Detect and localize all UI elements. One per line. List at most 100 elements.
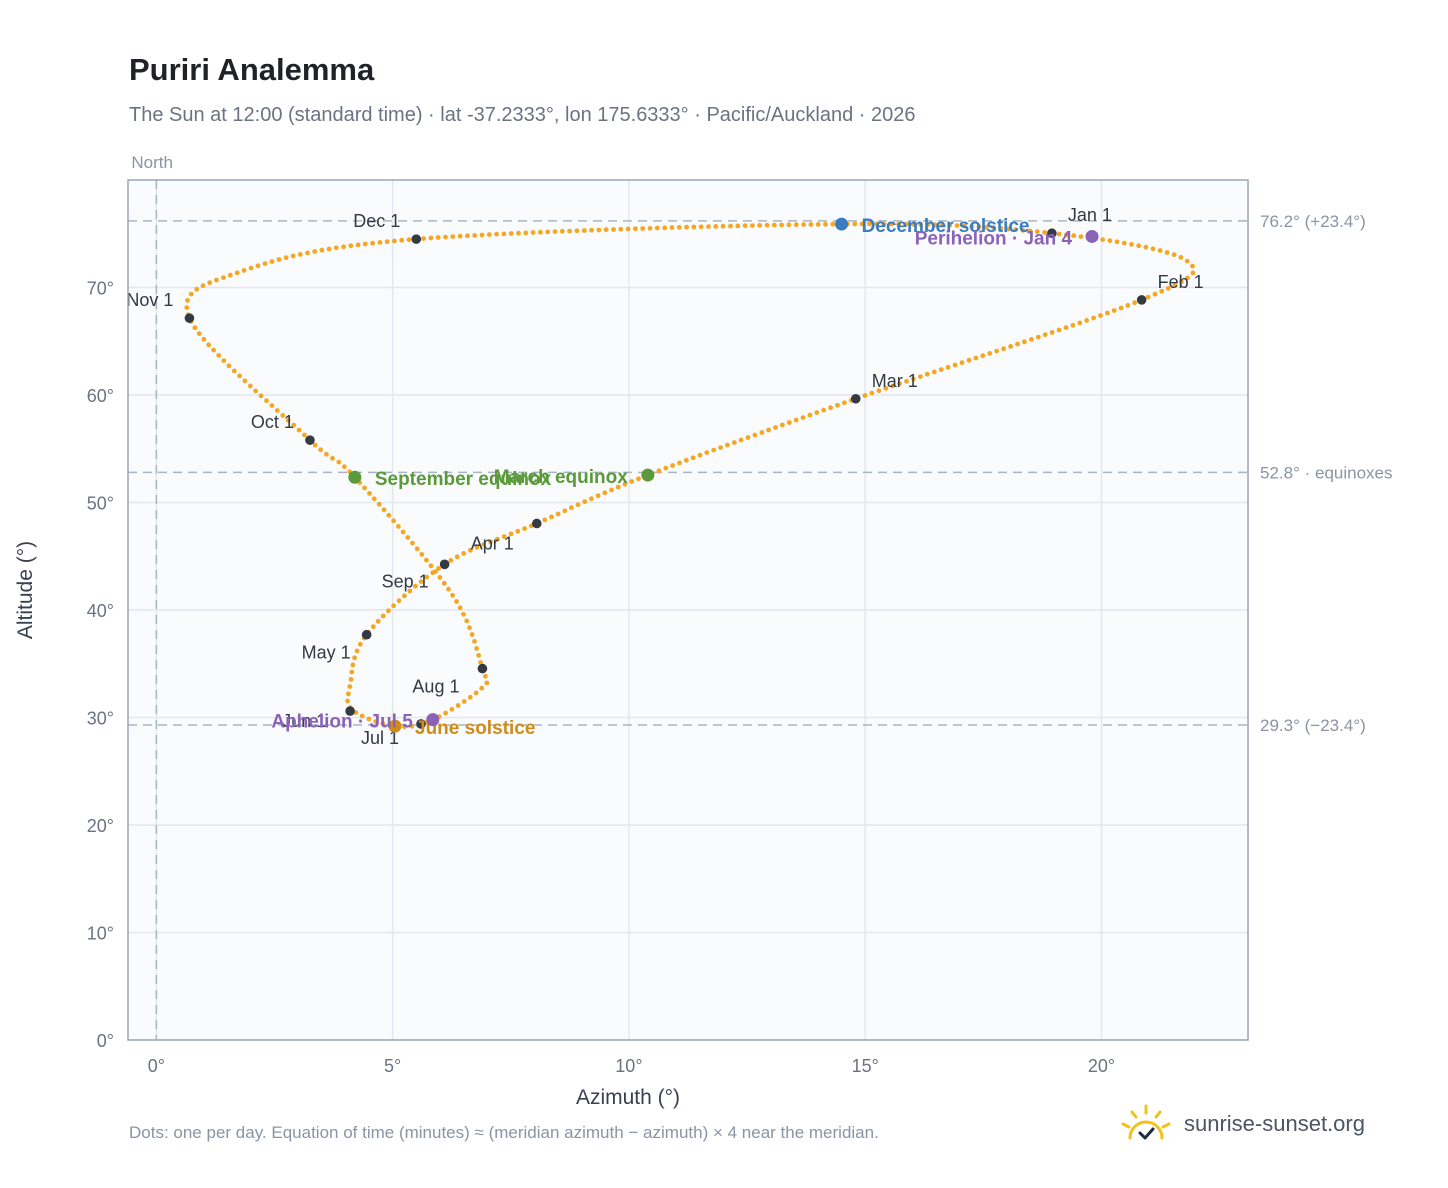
- sun-logo-icon: [1121, 1104, 1171, 1140]
- day-dot: [684, 224, 689, 230]
- day-dot: [1143, 244, 1149, 250]
- day-dot: [640, 226, 646, 231]
- day-dot: [461, 699, 467, 704]
- day-dot: [269, 403, 275, 408]
- day-dot: [237, 373, 243, 379]
- day-dot: [450, 592, 455, 598]
- day-dot: [201, 336, 207, 342]
- event-marker: [388, 719, 402, 733]
- event-label: September equinox: [375, 469, 552, 490]
- day-dot: [455, 703, 461, 708]
- month-marker: [305, 435, 315, 445]
- day-dot: [1185, 275, 1190, 281]
- day-dot: [436, 566, 441, 571]
- day-dot: [633, 226, 638, 232]
- month-marker: [184, 313, 195, 323]
- day-dot: [867, 221, 872, 227]
- day-dot: [842, 400, 847, 406]
- day-dot: [194, 286, 200, 292]
- day-dot: [467, 694, 473, 700]
- day-dot: [448, 558, 454, 563]
- day-dot: [567, 228, 572, 234]
- month-marker: [416, 719, 426, 729]
- day-dot: [297, 252, 303, 257]
- day-dot: [662, 225, 668, 231]
- brand[interactable]: sunrise-sunset.org: [1120, 1102, 1365, 1146]
- y-tick-label: 40°: [87, 601, 114, 621]
- day-dot: [312, 442, 318, 448]
- month-label: Feb 1: [1158, 272, 1204, 292]
- y-tick-label: 10°: [87, 924, 114, 944]
- day-dot: [276, 257, 282, 262]
- day-dot: [206, 342, 212, 348]
- day-dot: [428, 235, 434, 241]
- day-dot: [342, 464, 347, 470]
- day-dot: [522, 526, 527, 531]
- month-label: Mar 1: [872, 371, 918, 391]
- day-dot: [1078, 234, 1084, 240]
- day-dot: [1022, 339, 1027, 345]
- day-dot: [911, 376, 916, 382]
- y-tick-label: 0°: [97, 1031, 114, 1051]
- day-dot: [200, 283, 206, 289]
- x-tick-label: 10°: [615, 1056, 642, 1076]
- month-label: Jun 1: [282, 711, 326, 731]
- day-dot: [1049, 330, 1055, 335]
- day-dot: [1100, 237, 1106, 243]
- day-dot: [333, 245, 339, 251]
- day-dot: [764, 222, 770, 228]
- day-dot: [227, 272, 233, 278]
- day-dot: [380, 613, 386, 619]
- day-dot: [611, 227, 616, 232]
- day-dot: [582, 499, 588, 505]
- day-dot: [559, 228, 565, 234]
- day-dot: [414, 546, 420, 552]
- day-dot: [636, 476, 641, 482]
- day-dot: [1152, 291, 1158, 297]
- y-tick-label: 60°: [87, 386, 114, 406]
- day-dot: [808, 222, 814, 227]
- day-dot: [602, 490, 608, 496]
- day-dot: [433, 569, 438, 574]
- day-dot: [269, 259, 275, 264]
- day-dot: [494, 231, 499, 237]
- day-dot: [409, 723, 415, 729]
- day-dot: [357, 641, 363, 647]
- day-dot: [969, 224, 975, 229]
- month-marker: [531, 518, 542, 529]
- day-dot: [542, 517, 548, 523]
- day-dot: [376, 501, 382, 507]
- day-dot: [207, 280, 213, 286]
- day-dot: [1118, 305, 1124, 311]
- day-dot: [569, 505, 574, 511]
- footnote: Dots: one per day. Equation of time (min…: [129, 1123, 879, 1142]
- day-dot: [188, 291, 194, 297]
- day-dot: [495, 536, 500, 542]
- day-dot: [663, 465, 669, 471]
- day-dot: [1064, 232, 1069, 238]
- day-dot: [757, 223, 763, 228]
- day-dot: [581, 228, 587, 233]
- x-tick-label: 5°: [384, 1056, 401, 1076]
- day-dot: [890, 383, 896, 389]
- day-dot: [443, 234, 448, 240]
- day-dot: [574, 228, 580, 234]
- month-label: Sep 1: [382, 571, 429, 591]
- day-dot: [904, 378, 909, 384]
- day-dot: [759, 430, 765, 435]
- day-dot: [1184, 258, 1190, 264]
- day-dot: [888, 221, 894, 227]
- day-dot: [876, 388, 882, 394]
- chart-subtitle: The Sun at 12:00 (standard time) · lat -…: [129, 104, 916, 126]
- day-dot: [449, 706, 455, 712]
- day-dot: [835, 402, 840, 408]
- day-dot: [296, 427, 302, 433]
- month-marker: [411, 234, 422, 244]
- day-dot: [691, 224, 697, 230]
- day-dot: [555, 511, 561, 517]
- event-label: Aphelion · Jul 5: [271, 712, 413, 733]
- event-marker: [641, 468, 655, 482]
- x-tick-label: 15°: [852, 1056, 879, 1076]
- day-dot: [413, 583, 418, 589]
- plot-frame: [127, 179, 1249, 1041]
